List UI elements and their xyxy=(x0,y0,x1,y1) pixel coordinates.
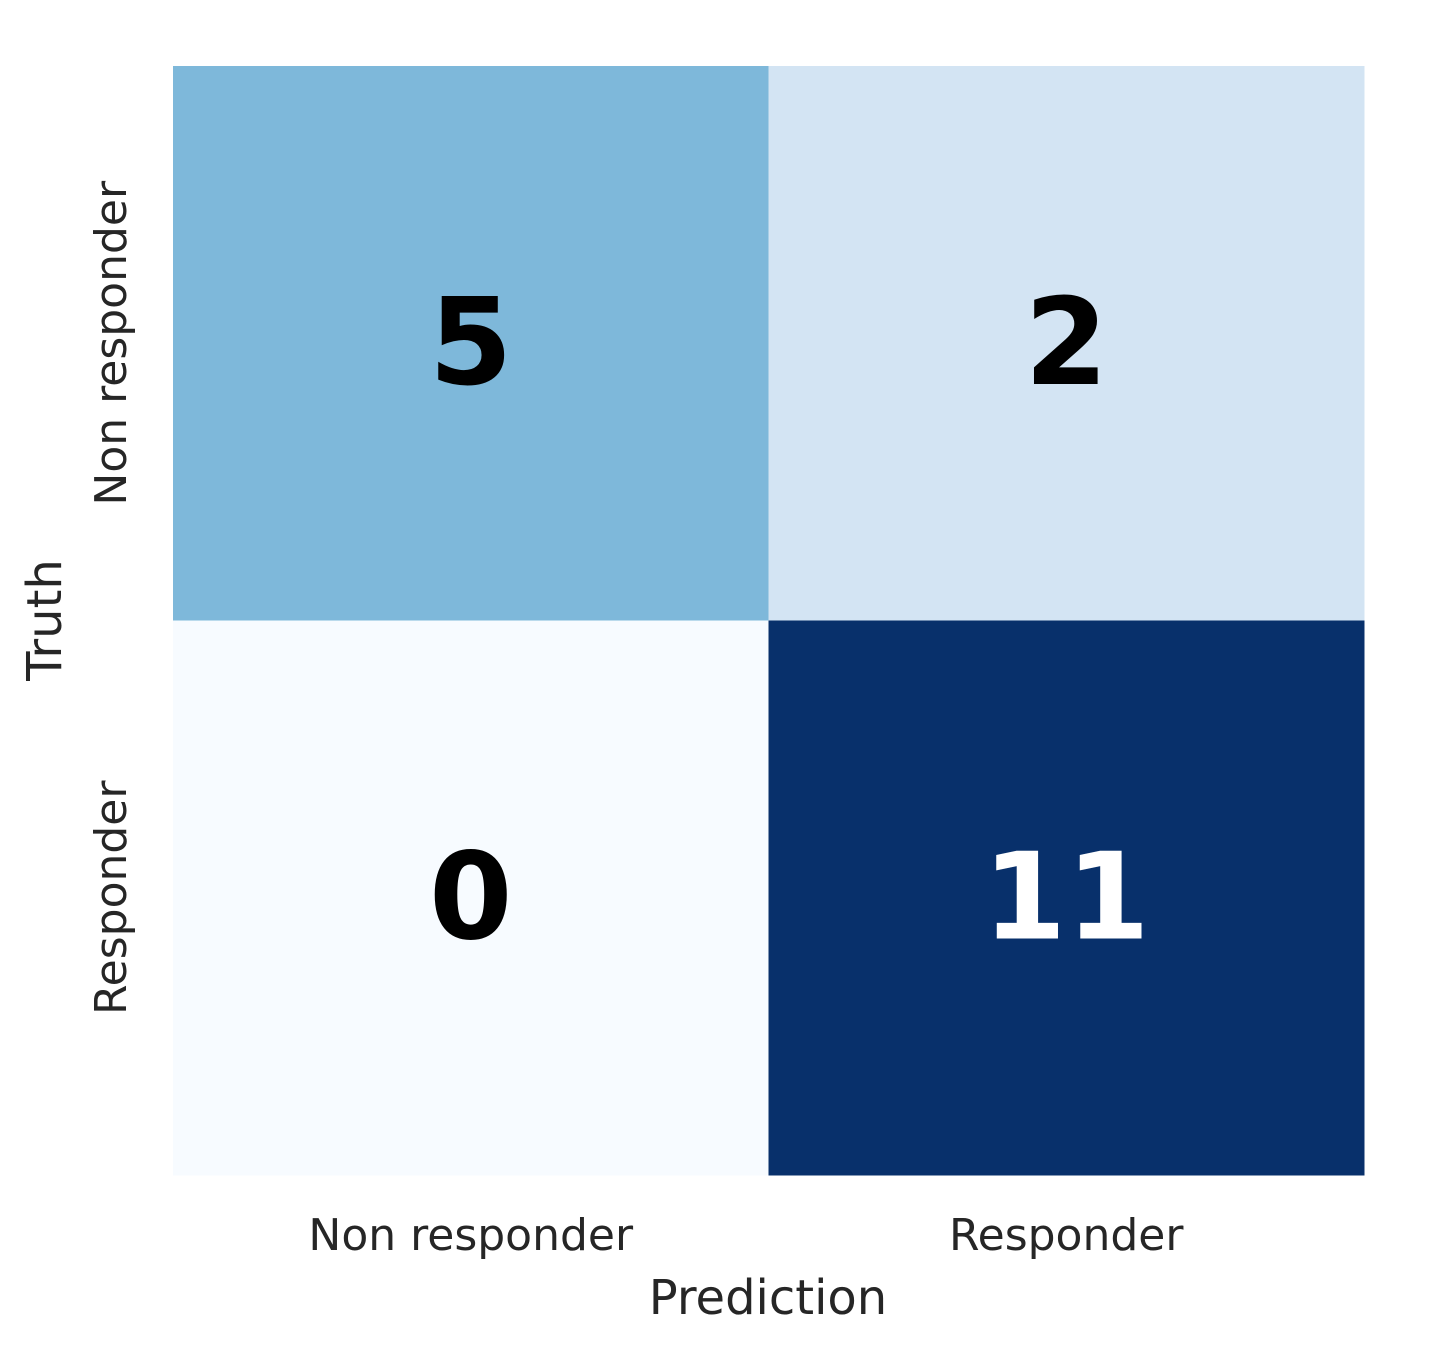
heatmap-cell-r0-c1 xyxy=(768,66,1365,621)
y-tick-label-0: Non responder xyxy=(86,180,137,506)
heatmap-cells xyxy=(173,66,1365,1176)
y-axis-label: Truth xyxy=(17,559,73,682)
cell-value-r0-c0: 5 xyxy=(429,274,513,413)
y-tick-label-1: Responder xyxy=(86,780,137,1015)
heatmap-cell-r1-c1 xyxy=(768,620,1365,1176)
y-tick-labels: Non responder Responder xyxy=(86,180,137,1015)
cell-value-r1-c0: 0 xyxy=(429,828,513,967)
x-tick-label-0: Non responder xyxy=(308,1210,634,1261)
x-axis-label: Prediction xyxy=(649,1270,887,1326)
x-tick-labels: Non responder Responder xyxy=(308,1210,1184,1261)
cell-value-r0-c1: 2 xyxy=(1025,274,1109,413)
heatmap-cell-r1-c0 xyxy=(173,620,769,1176)
heatmap-value-labels: 5 2 0 11 xyxy=(429,274,1150,968)
cell-value-r1-c1: 11 xyxy=(983,828,1150,967)
x-tick-label-1: Responder xyxy=(949,1210,1184,1261)
heatmap-cell-r0-c0 xyxy=(173,66,769,621)
